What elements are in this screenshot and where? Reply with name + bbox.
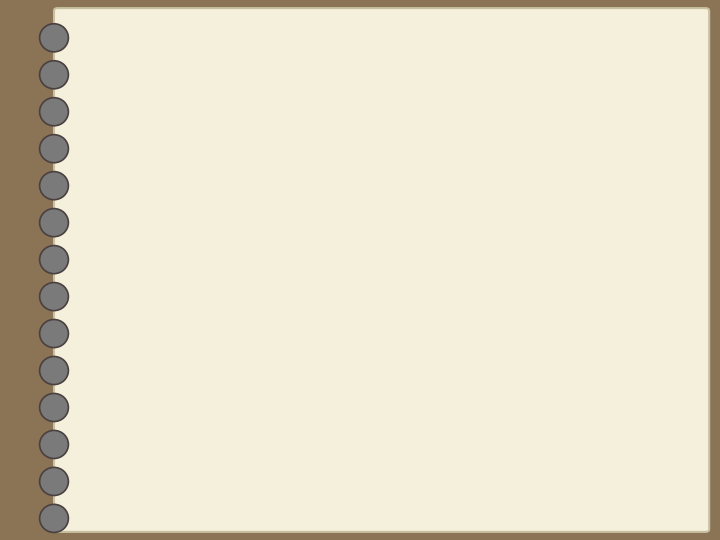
Text: MnO₄⁻  +  Fe²⁺  →  Fe³⁺  +  Mn²⁺: MnO₄⁻ + Fe²⁺ → Fe³⁺ + Mn²⁺	[207, 231, 556, 249]
Text: MnO₄⁻  +  Fe²⁺  →  Fe³⁺  +  Mn²⁺: MnO₄⁻ + Fe²⁺ → Fe³⁺ + Mn²⁺	[207, 376, 556, 394]
Text: Example 1: Example 1	[116, 63, 369, 108]
Text: (+2): (+2)	[454, 353, 481, 363]
Text: (+2): (+2)	[316, 353, 343, 363]
Text: ©D.B.Green, 2000 2002: ©D.B.Green, 2000 2002	[567, 507, 686, 516]
Text: Step 2.  No “pre-balance” is necessary, so….: Step 2. No “pre-balance” is necessary, s…	[103, 293, 433, 307]
Text: and iron(III) ion.  Write and balance the equation.: and iron(III) ion. Write and balance the…	[103, 166, 516, 181]
Text: Permanganate ion reacts with iron(II) ion to form manganese(II) ion: Permanganate ion reacts with iron(II) io…	[103, 145, 669, 159]
Text: (+7): (+7)	[245, 353, 272, 363]
Text: (+3): (+3)	[387, 353, 415, 363]
Text: Step 1.  Write the equation from words:: Step 1. Write the equation from words:	[103, 195, 398, 209]
Text: Step 3.  Assign oxidation numbers:: Step 3. Assign oxidation numbers:	[103, 316, 363, 330]
